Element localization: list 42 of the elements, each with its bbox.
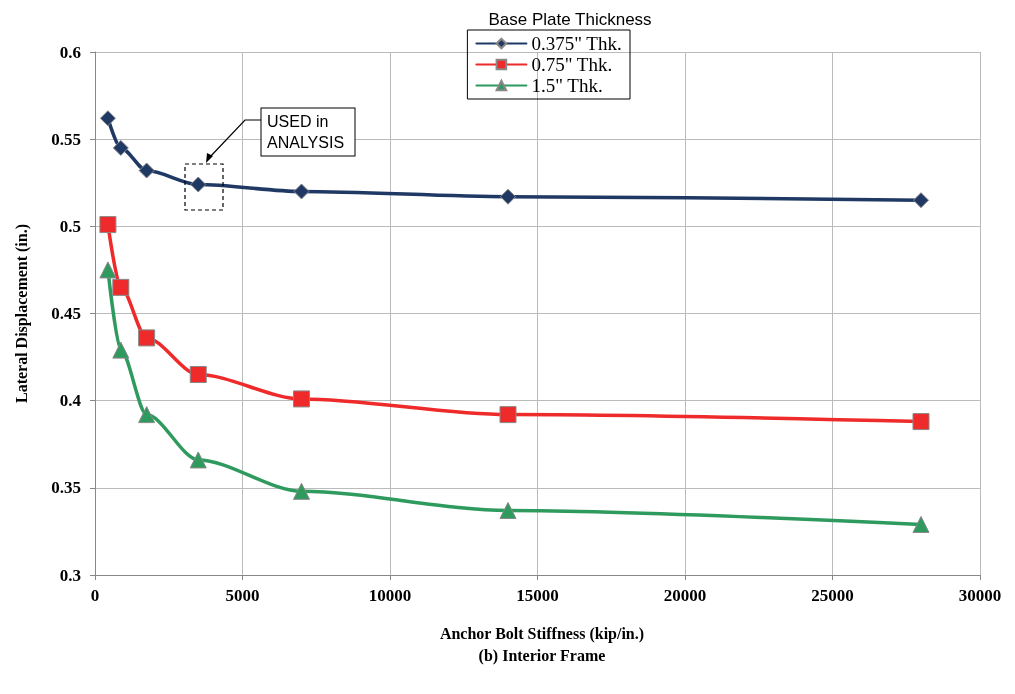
legend-label: 1.5" Thk.	[531, 75, 603, 96]
text: (b) Interior Frame	[478, 646, 606, 665]
point	[112, 278, 130, 296]
y-axis-title: Lateral Displacement (in.)	[12, 223, 31, 404]
x-tick-label: 30000	[958, 586, 1002, 605]
point	[138, 329, 156, 347]
x-tick-label: 25000	[811, 586, 854, 605]
x-tick-label: 20000	[663, 586, 707, 605]
point	[99, 110, 116, 127]
point	[293, 482, 310, 500]
legend-label: 0.75" Thk.	[531, 54, 613, 75]
point	[499, 502, 517, 519]
legend-label: 0.375" Thk.	[531, 33, 622, 54]
point	[138, 406, 156, 424]
point	[189, 366, 207, 384]
point	[112, 341, 130, 359]
y-tick-label: 0.35	[51, 478, 81, 498]
y-tick-label: 0.5	[59, 216, 81, 236]
point	[293, 183, 310, 200]
point	[189, 451, 207, 469]
y-tick-label: 0.4	[59, 391, 82, 411]
y-tick-label: 0.6	[59, 42, 81, 62]
point	[99, 261, 117, 279]
annotation: USED in ANALYSIS	[267, 113, 345, 151]
x-axis-title: Anchor Bolt Stiffness (kip/in.)	[439, 624, 645, 643]
legend-title: Base Plate Thickness	[488, 10, 652, 29]
point	[293, 390, 310, 408]
point	[499, 406, 517, 424]
point	[913, 192, 929, 209]
point	[912, 413, 930, 431]
y-tick-label: 0.3	[59, 565, 81, 585]
y-tick-label: 0.45	[51, 304, 81, 323]
point	[138, 162, 155, 179]
x-tick-label: 5000	[225, 586, 260, 605]
x-tick-label: 0	[90, 586, 100, 605]
y-tick-label: 0.55	[51, 129, 81, 149]
point	[500, 188, 516, 205]
point	[912, 515, 930, 533]
x-tick-label: 10000	[368, 586, 412, 605]
x-tick-label: 15000	[516, 586, 559, 605]
point	[99, 216, 117, 234]
point	[112, 139, 129, 156]
